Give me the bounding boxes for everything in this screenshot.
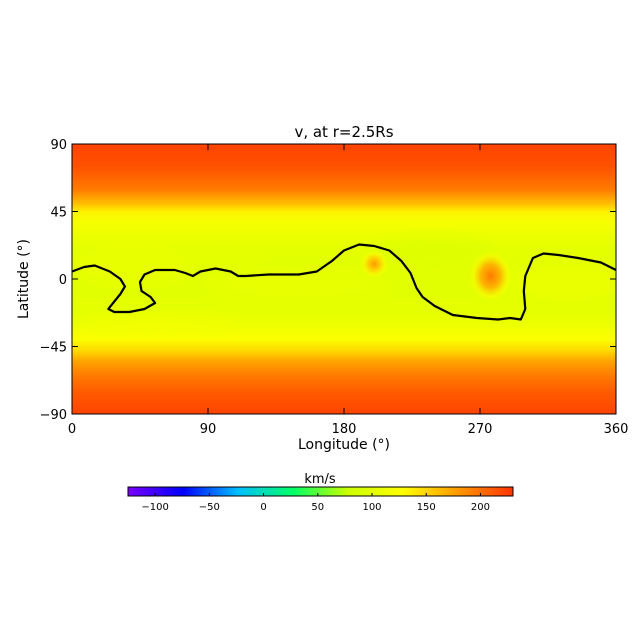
heatmap-feature-5 xyxy=(177,240,269,264)
x-tick-label: 0 xyxy=(68,422,76,437)
y-tick-label: 90 xyxy=(50,138,67,153)
heatmap-feature-4 xyxy=(374,234,496,264)
colorbar-tick-label: 100 xyxy=(362,502,381,513)
x-tick-label: 180 xyxy=(332,422,357,437)
colorbar-tick-label: −100 xyxy=(141,502,168,513)
plot-area xyxy=(72,144,616,414)
heatmap-feature-2 xyxy=(208,271,390,302)
colorbar-tick-label: 150 xyxy=(417,502,436,513)
colorbar-tick-label: 200 xyxy=(471,502,490,513)
colorbar-scale xyxy=(127,486,514,497)
x-tick-label: 360 xyxy=(604,422,629,437)
heatmap-features xyxy=(72,234,616,333)
y-tick-label: 45 xyxy=(50,206,67,221)
y-tick-label: 0 xyxy=(59,273,67,288)
heatmap-feature-1 xyxy=(72,246,193,282)
colorbar-tick-label: 50 xyxy=(311,502,324,513)
x-tick-label: 90 xyxy=(200,422,217,437)
y-tick-label: −90 xyxy=(40,408,67,423)
colorbar-tick-label: −50 xyxy=(199,502,220,513)
hotspot-2 xyxy=(468,250,513,302)
colorbar-ticks: −100 −50 0 50 100 150 200 xyxy=(141,493,490,513)
heatmap-feature-3 xyxy=(510,264,616,300)
y-axis: 90 45 0 −45 −90 xyxy=(40,138,616,423)
x-axis-label: Longitude (°) xyxy=(298,437,390,453)
colorbar-tick-label: 0 xyxy=(260,502,266,513)
y-tick-label: −45 xyxy=(40,341,67,356)
hotspot-layer xyxy=(360,250,513,302)
hotspot-1 xyxy=(360,250,389,278)
y-axis-label: Latitude (°) xyxy=(16,239,32,319)
x-axis: 0 90 180 270 360 xyxy=(68,144,629,437)
x-tick-label: 270 xyxy=(468,422,493,437)
colorbar-label: km/s xyxy=(304,472,336,487)
chart-title: v, at r=2.5Rs xyxy=(294,123,393,141)
colorbar: km/s −100 −50 0 50 100 150 200 xyxy=(127,472,514,513)
neutral-line-contour xyxy=(72,243,616,321)
heatmap-feature-6 xyxy=(87,315,239,333)
